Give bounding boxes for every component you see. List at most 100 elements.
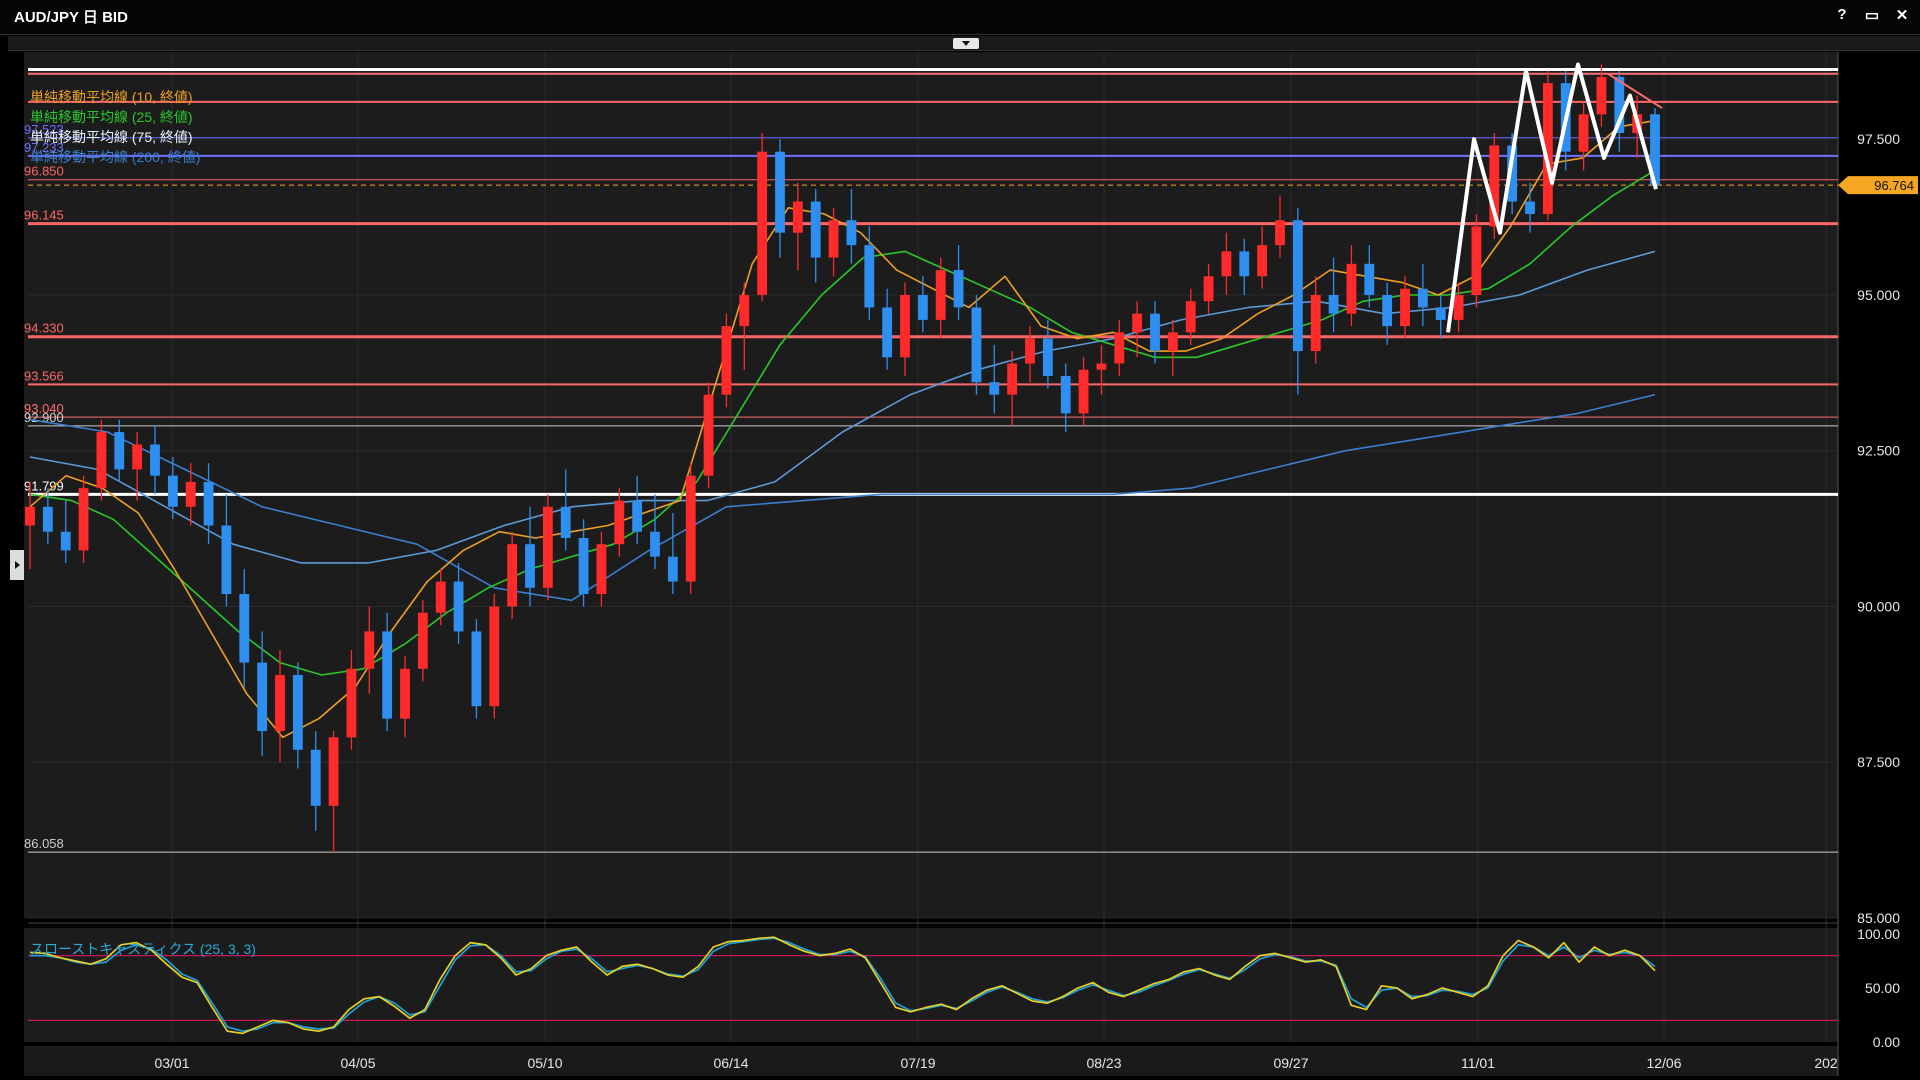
candle[interactable]	[989, 382, 1000, 395]
candle[interactable]	[221, 525, 232, 595]
candle[interactable]	[578, 537, 589, 595]
candle[interactable]	[239, 594, 250, 663]
side-panel-toggle-icon[interactable]	[10, 550, 24, 580]
candle[interactable]	[1025, 338, 1035, 364]
candle[interactable]	[560, 506, 571, 538]
indicator-legend-item[interactable]: 単純移動平均線 (25, 終値)	[30, 109, 193, 125]
chevron-down-icon[interactable]	[953, 38, 979, 49]
candle[interactable]	[489, 606, 500, 707]
candle[interactable]	[78, 488, 89, 551]
candle[interactable]	[1060, 375, 1071, 414]
candle[interactable]	[60, 531, 71, 551]
candle[interactable]	[864, 245, 875, 308]
candle[interactable]	[346, 668, 357, 738]
candle[interactable]	[1167, 332, 1178, 352]
candle[interactable]	[132, 444, 143, 470]
candle[interactable]	[1453, 294, 1464, 320]
candle[interactable]	[792, 201, 803, 233]
candle[interactable]	[96, 432, 107, 489]
candle[interactable]	[650, 531, 660, 557]
candle[interactable]	[971, 307, 982, 383]
candle[interactable]	[596, 544, 607, 595]
candle[interactable]	[1382, 294, 1393, 327]
candle[interactable]	[1007, 363, 1018, 395]
candle[interactable]	[1221, 251, 1232, 277]
candle[interactable]	[1275, 220, 1285, 246]
candle[interactable]	[900, 294, 910, 358]
indicator-legend-item[interactable]: 単純移動平均線 (10, 終値)	[30, 89, 193, 105]
candle[interactable]	[1346, 263, 1357, 314]
candle[interactable]	[1471, 226, 1482, 295]
candle[interactable]	[775, 151, 785, 233]
candle[interactable]	[1239, 251, 1250, 277]
candle[interactable]	[453, 581, 464, 632]
candle[interactable]	[810, 201, 821, 258]
candle[interactable]	[1614, 76, 1625, 133]
candle[interactable]	[917, 294, 928, 320]
candle[interactable]	[667, 556, 678, 582]
candle[interactable]	[632, 500, 643, 532]
candle[interactable]	[1150, 313, 1160, 352]
candle[interactable]	[185, 481, 196, 507]
candle[interactable]	[935, 270, 946, 320]
candle[interactable]	[400, 668, 410, 719]
candle[interactable]	[1328, 294, 1339, 314]
indicator-legend-item[interactable]: 単純移動平均線 (200, 終値)	[30, 149, 200, 165]
candle[interactable]	[703, 394, 714, 476]
candle[interactable]	[542, 506, 553, 588]
candle[interactable]	[364, 631, 375, 669]
candle[interactable]	[435, 581, 446, 613]
candle[interactable]	[167, 475, 178, 507]
candle[interactable]	[739, 294, 750, 327]
candle[interactable]	[1507, 145, 1518, 202]
candle[interactable]	[114, 432, 125, 470]
candle[interactable]	[417, 612, 428, 669]
close-button[interactable]: ✕	[1895, 7, 1909, 24]
candle[interactable]	[292, 675, 303, 750]
candle[interactable]	[846, 220, 857, 246]
candle[interactable]	[953, 270, 964, 308]
candle[interactable]	[1596, 76, 1607, 115]
candle[interactable]	[1525, 201, 1535, 214]
indicator-legend-item[interactable]: 単純移動平均線 (75, 終値)	[30, 129, 193, 145]
candle[interactable]	[1292, 220, 1303, 352]
candle[interactable]	[721, 326, 732, 395]
candle[interactable]	[685, 475, 696, 582]
help-button[interactable]: ?	[1837, 6, 1847, 23]
candle[interactable]	[1042, 338, 1053, 376]
candle[interactable]	[1257, 245, 1268, 277]
candle[interactable]	[25, 506, 35, 526]
candle[interactable]	[507, 544, 518, 607]
restore-button[interactable]: ▭	[1864, 7, 1880, 24]
candle[interactable]	[525, 544, 535, 588]
candle[interactable]	[1185, 301, 1196, 333]
candle[interactable]	[257, 662, 268, 732]
candle[interactable]	[1650, 114, 1660, 186]
candle[interactable]	[382, 631, 393, 719]
candle[interactable]	[1417, 288, 1428, 308]
candle[interactable]	[757, 151, 768, 295]
candle[interactable]	[310, 749, 321, 806]
candle[interactable]	[275, 675, 285, 732]
candle[interactable]	[1310, 294, 1321, 352]
candle[interactable]	[471, 631, 482, 707]
candle[interactable]	[1364, 263, 1375, 295]
candle[interactable]	[1400, 288, 1410, 327]
candle[interactable]	[1489, 145, 1500, 227]
candle[interactable]	[150, 444, 160, 476]
candle[interactable]	[1578, 114, 1589, 152]
swing-zigzag-line[interactable]	[1446, 62, 1658, 333]
candle[interactable]	[203, 481, 214, 526]
candle[interactable]	[1203, 276, 1214, 302]
candle[interactable]	[42, 506, 53, 532]
candle[interactable]	[1078, 369, 1089, 414]
candle[interactable]	[1435, 307, 1446, 320]
candle[interactable]	[1096, 363, 1107, 370]
candle[interactable]	[1542, 83, 1553, 214]
candle[interactable]	[828, 220, 839, 258]
candle[interactable]	[882, 307, 893, 358]
candle[interactable]	[614, 500, 625, 545]
candle[interactable]	[328, 737, 339, 806]
trend-line[interactable]	[1607, 72, 1663, 109]
